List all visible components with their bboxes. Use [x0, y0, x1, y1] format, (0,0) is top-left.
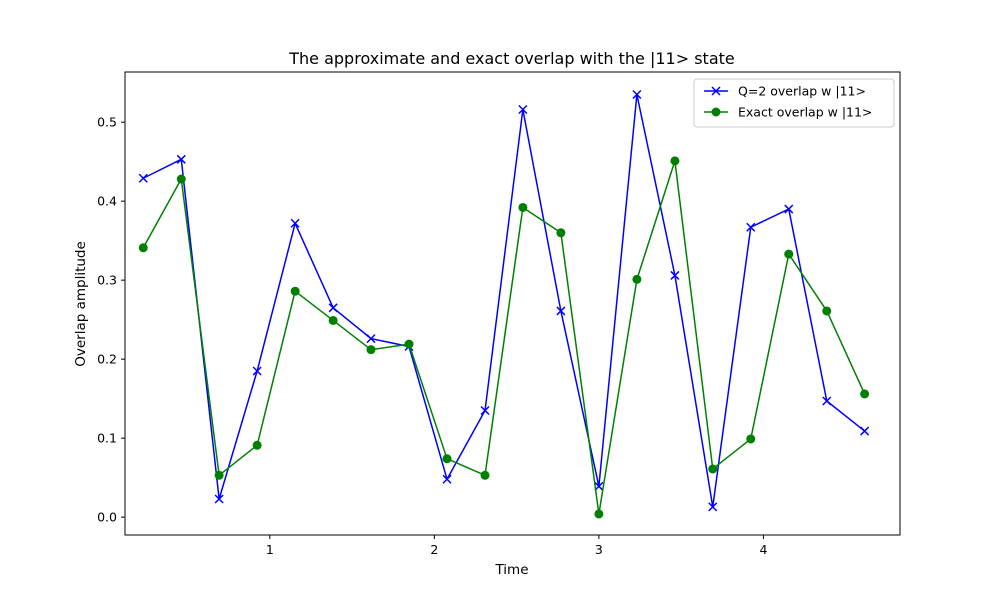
series-1-point	[214, 494, 224, 504]
chart-title: The approximate and exact overlap with t…	[288, 49, 735, 68]
series-2-point	[214, 470, 224, 480]
y-axis-label: Overlap amplitude	[73, 241, 89, 367]
x-tick-label: 4	[759, 542, 767, 557]
x-tick-label: 1	[266, 542, 274, 557]
series-1-point	[784, 204, 794, 214]
y-tick-label: 0.5	[97, 115, 117, 130]
series-2-point	[708, 464, 718, 474]
plot-area: 1 2 3 4 0.0 0.1 0.2 0.3 0.4 0.5	[97, 71, 901, 557]
series-1-point	[138, 173, 148, 183]
x-tick-label: 3	[595, 542, 603, 557]
y-tick-label: 0.4	[97, 194, 117, 209]
series-line-1	[142, 93, 866, 508]
y-tick-label: 0.0	[97, 510, 117, 525]
series-2-point	[328, 315, 338, 325]
series-2-point	[252, 440, 262, 450]
series-2-point	[518, 202, 528, 212]
series-1-point	[556, 306, 566, 316]
series-2-point	[366, 345, 376, 355]
series-2-point	[822, 306, 832, 316]
legend-label-2: Exact overlap w |11>	[738, 105, 872, 120]
series-2-point	[138, 243, 148, 253]
legend-box	[693, 78, 895, 128]
series-1-point	[518, 104, 528, 115]
series-2-point	[746, 434, 756, 444]
series-2-point	[404, 339, 414, 349]
series-1-point	[328, 303, 338, 313]
series-2-point	[860, 389, 870, 399]
series-2-point	[556, 228, 566, 238]
y-tick-label: 0.3	[97, 273, 117, 288]
series-2-point	[442, 454, 452, 464]
legend: Q=2 overlap w |11> Exact overlap w |11>	[693, 78, 895, 128]
series-1-point	[670, 270, 680, 280]
series-1-point	[860, 426, 870, 436]
series-1-point	[442, 474, 452, 484]
series-2-point	[632, 274, 642, 284]
x-axis-label: Time	[494, 562, 528, 578]
series-2-point	[176, 174, 186, 184]
series-1-point	[252, 366, 262, 376]
series-2-point	[784, 249, 794, 259]
series-1-point	[290, 218, 300, 228]
axes-frame	[124, 71, 901, 536]
series-2-point	[290, 286, 300, 296]
series-1-point	[822, 396, 832, 406]
series-1-point	[708, 502, 718, 512]
series-1-point	[480, 405, 490, 416]
series-2-point	[594, 509, 604, 519]
series-1-point	[746, 222, 756, 232]
series-1-point	[366, 334, 376, 344]
series-1-point	[176, 154, 186, 164]
series-1-point	[632, 89, 642, 100]
series-line-2	[142, 160, 866, 515]
series-2-point	[670, 156, 680, 166]
series-2-point	[480, 470, 490, 480]
legend-marker-2	[711, 107, 721, 117]
x-tick-label: 2	[430, 542, 438, 557]
legend-marker-1	[711, 86, 721, 96]
y-tick-label: 0.1	[97, 431, 117, 446]
y-tick-label: 0.2	[97, 352, 117, 367]
legend-label-1: Q=2 overlap w |11>	[738, 84, 866, 99]
